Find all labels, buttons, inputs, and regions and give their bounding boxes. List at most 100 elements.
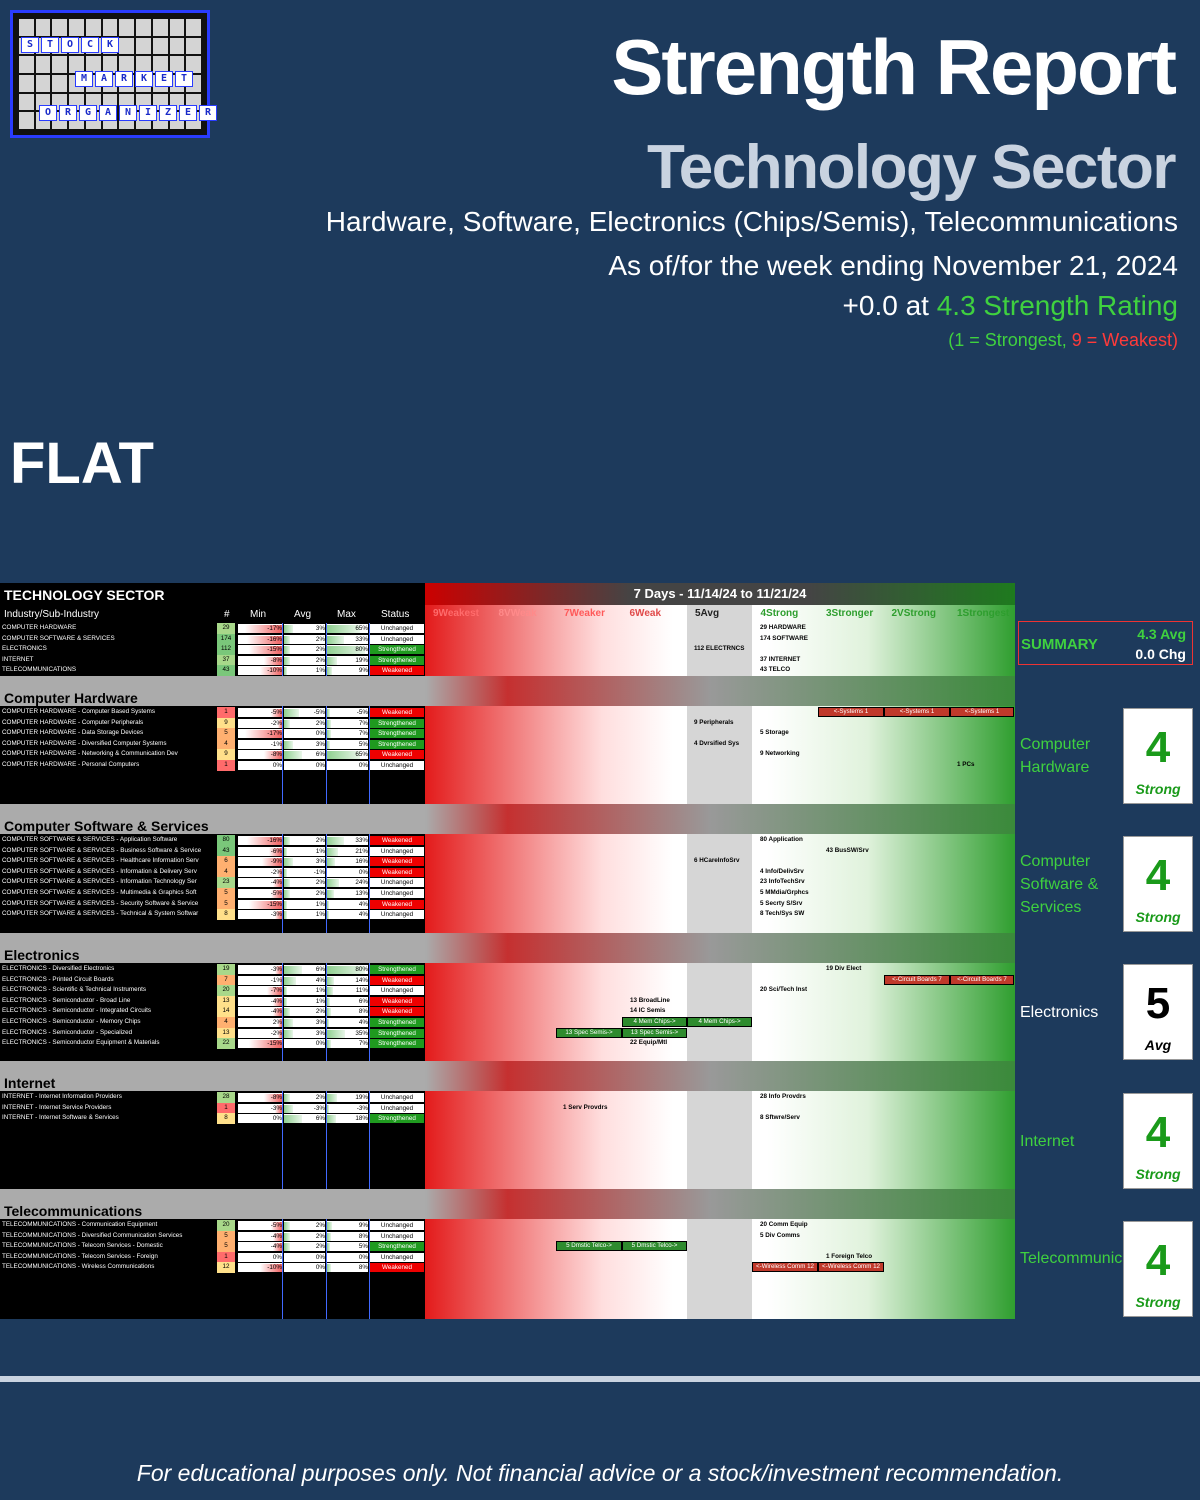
max-bar <box>327 656 337 665</box>
rating-name-electronics: Electronics <box>1020 1004 1099 1021</box>
disclaimer: For educational purposes only. Not finan… <box>136 1460 1064 1486</box>
max-bar <box>327 1222 332 1230</box>
row-name: TELECOMMUNICATIONS - Telecom Services - … <box>2 1252 158 1260</box>
avg-bar <box>284 646 290 655</box>
max-bar <box>327 740 330 749</box>
row-status: Weakened <box>370 1263 424 1273</box>
row-min-text: 0% <box>272 762 282 769</box>
row-min: -4% <box>238 1242 282 1252</box>
max-bar <box>327 976 334 985</box>
logo-letter: S <box>21 37 39 53</box>
strength-table: TECHNOLOGY SECTOR Industry/Sub-Industry … <box>0 583 1200 1319</box>
row-avg-text: 3% <box>315 1029 325 1037</box>
row-avg-text: 1% <box>315 987 325 995</box>
row-max-text: 5% <box>358 1243 368 1251</box>
row-max-text: 6% <box>358 997 368 1005</box>
row-min: -2% <box>238 1028 282 1038</box>
row-count: 13 <box>217 1027 235 1039</box>
logo-letter: K <box>101 37 119 53</box>
row-status: Unchanged <box>370 1252 424 1262</box>
row-max-text: 0% <box>358 868 368 876</box>
row-name: ELECTRONICS - Semiconductor - Specialize… <box>2 1028 133 1036</box>
row-status: Weakened <box>370 867 424 877</box>
row-avg: 1% <box>284 986 325 996</box>
row-min: -8% <box>238 750 282 760</box>
table-row: TELECOMMUNICATIONS 43 -10% 1% 9% Weakened 43 T… <box>0 665 1015 676</box>
row-max-text: -5% <box>356 709 368 716</box>
row-status: Unchanged <box>370 986 424 996</box>
max-bar <box>327 1264 331 1273</box>
min-bar <box>271 709 282 717</box>
row-avg-text: 2% <box>315 1232 325 1240</box>
strength-position-label: 5 MMdia/Grphcs <box>760 889 809 896</box>
row-count: 43 <box>217 665 235 676</box>
summary-label: SUMMARY <box>1021 636 1098 653</box>
row-name: ELECTRONICS <box>2 645 47 653</box>
count-header: # <box>224 609 230 620</box>
row-name: COMPUTER SOFTWARE & SERVICES - Multimedi… <box>2 889 197 896</box>
row-min: -17% <box>238 624 282 633</box>
row-name: COMPUTER SOFTWARE & SERVICES - Healthcar… <box>2 857 199 865</box>
row-name: ELECTRONICS - Printed Circuit Boards <box>2 975 114 983</box>
strength-position-label: 1 Foreign Telco <box>826 1252 873 1260</box>
row-count: 6 <box>217 856 235 867</box>
strength-position-label: 14 IC Semis <box>630 1007 666 1015</box>
strength-position-label: 4 Info/DelivSrv <box>760 867 804 875</box>
row-status: Weakened <box>370 836 424 845</box>
row-max: 8% <box>327 1263 368 1273</box>
max-bar <box>327 1040 331 1049</box>
right-panel <box>1015 583 1200 1319</box>
table-row: ELECTRONICS - Semiconductor - Specialize… <box>0 1027 1015 1039</box>
row-count: 20 <box>217 1220 235 1231</box>
row-avg-text: 1% <box>315 911 325 919</box>
row-status: Weakened <box>370 996 424 1006</box>
avg-bar <box>284 890 290 898</box>
row-max: 8% <box>327 1231 368 1241</box>
strength-position-label: 5 Secrty S/Srv <box>760 899 803 907</box>
row-count: 112 <box>217 644 235 655</box>
min-bar <box>273 1232 282 1241</box>
logo-letter: C <box>81 37 99 53</box>
row-max: 16% <box>327 857 368 867</box>
rating-scale: (1 = Strongest, 9 = Weakest) <box>948 330 1178 351</box>
row-max: 9% <box>327 666 368 676</box>
row-name: COMPUTER HARDWARE - Diversified Computer… <box>2 739 167 747</box>
row-min-text: -4% <box>270 1232 282 1240</box>
rating-scale-strong: (1 = Strongest, <box>948 330 1072 350</box>
row-count: 1 <box>217 1102 235 1114</box>
row-max: 65% <box>327 624 368 633</box>
row-avg: 2% <box>284 655 325 665</box>
table-row: INTERNET - Internet Service Providers 1 -3… <box>0 1102 1015 1114</box>
row-min: 0% <box>238 761 282 770</box>
row-min: -5% <box>238 708 282 717</box>
row-avg: 4% <box>284 975 325 985</box>
summary-chg: 0.0 Chg <box>1135 646 1186 662</box>
min-bar <box>275 911 282 920</box>
section-title: Computer Hardware <box>0 676 425 706</box>
logo-letter: O <box>39 105 57 121</box>
row-max: 0% <box>327 761 368 770</box>
row-avg: 2% <box>284 1093 325 1102</box>
row-avg-text: 2% <box>315 1243 325 1251</box>
strength-position-label: 29 HARDWARE <box>760 624 806 631</box>
row-max-text: 11% <box>355 987 368 995</box>
avg-bar <box>284 751 302 760</box>
row-min: -4% <box>238 878 282 888</box>
min-bar <box>268 847 282 856</box>
row-status: Unchanged <box>370 634 424 644</box>
row-count: 1 <box>217 707 235 718</box>
row-max: -3% <box>327 1103 368 1113</box>
row-count: 22 <box>217 1038 235 1049</box>
row-max: 8% <box>327 1007 368 1017</box>
movement-arrow: <-Systems 1 <box>884 707 950 717</box>
min-bar <box>249 646 282 655</box>
row-min-text: -2% <box>270 1029 282 1037</box>
strength-position-label: 43 BusSW/Srv <box>826 846 869 854</box>
rating-value: 4 <box>1145 1236 1171 1285</box>
max-bar <box>327 837 344 845</box>
strength-position-label: 1 Serv Provdrs <box>563 1103 608 1111</box>
min-bar <box>249 900 282 909</box>
row-avg: 3% <box>284 857 325 867</box>
max-bar <box>327 987 333 996</box>
avg-bar <box>284 976 296 985</box>
